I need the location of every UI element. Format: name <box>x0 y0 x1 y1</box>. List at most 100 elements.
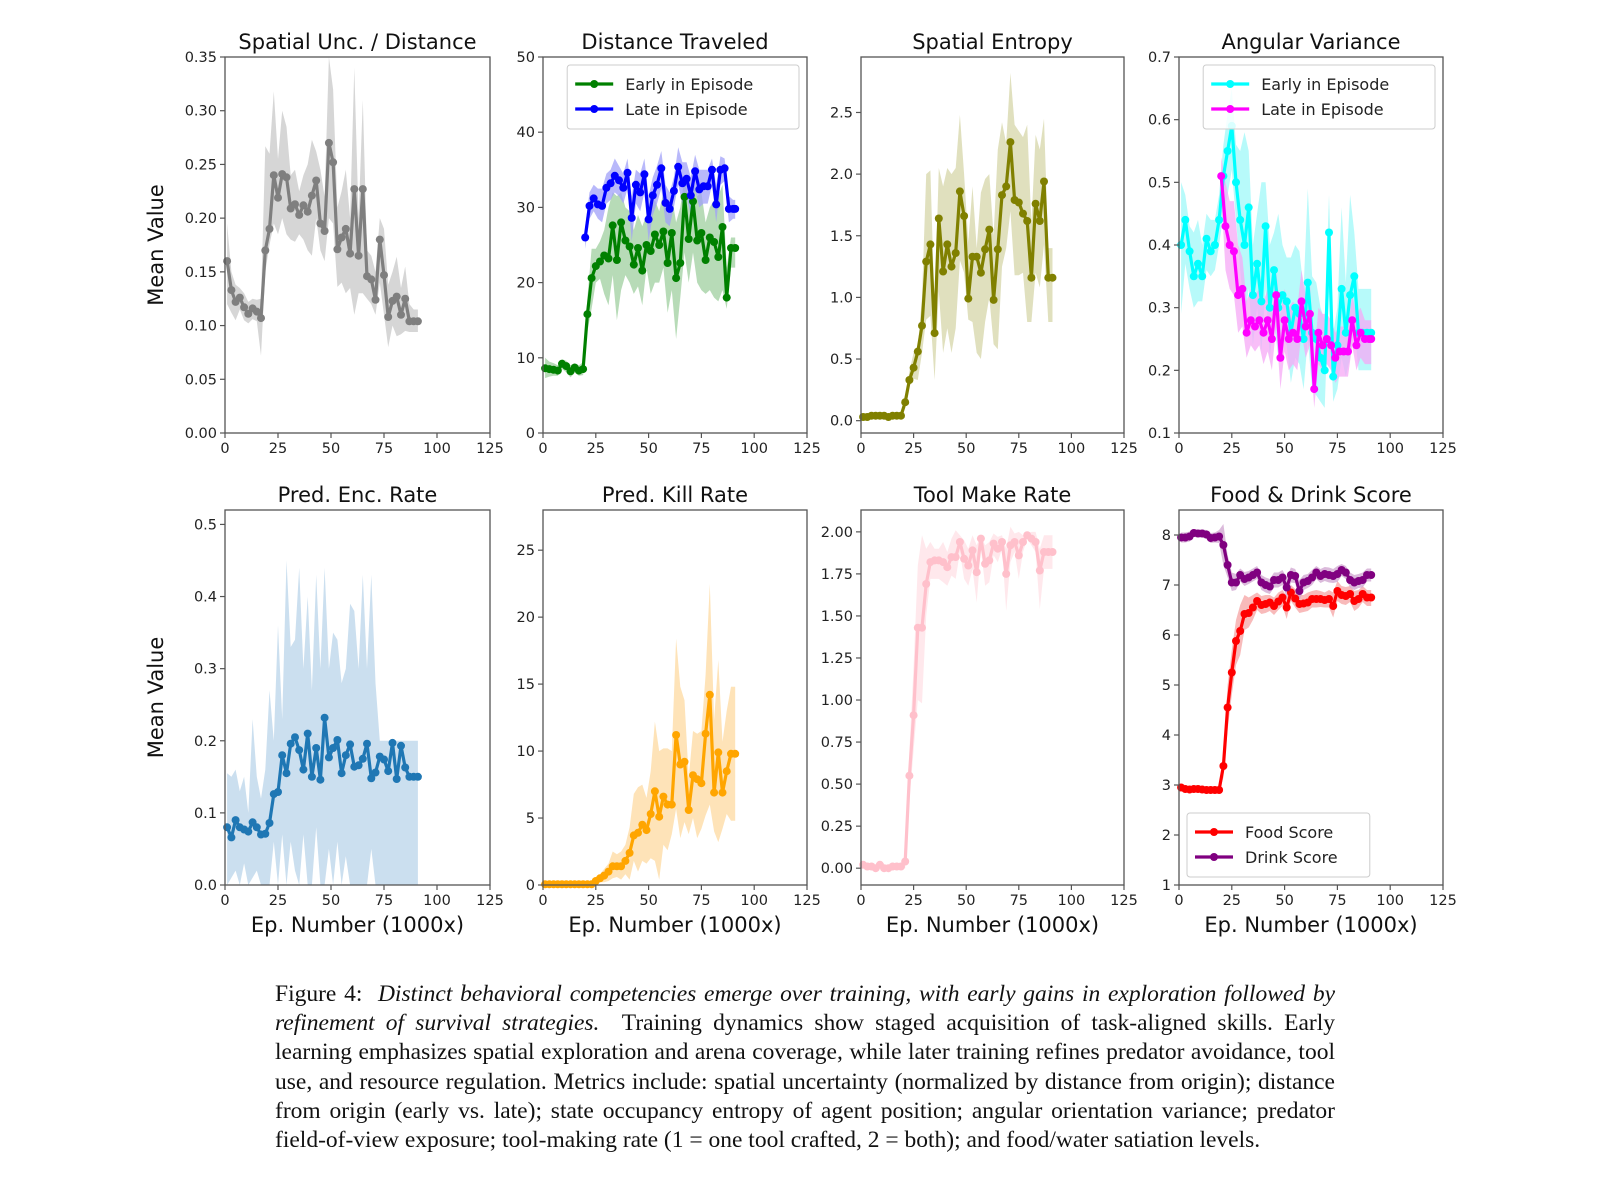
y-tick-label: 0.00 <box>185 426 217 442</box>
data-point <box>227 286 236 295</box>
data-point <box>1367 593 1376 602</box>
data-point <box>1282 583 1291 592</box>
data-point <box>329 158 338 167</box>
series-line-pred-kill-rate <box>541 690 740 889</box>
data-point <box>589 194 598 203</box>
data-point <box>598 201 607 210</box>
legend-swatch-marker <box>590 80 599 88</box>
data-point <box>1265 303 1274 312</box>
y-tick-label: 1 <box>1162 878 1171 894</box>
series-line-early-in-episode <box>541 192 740 376</box>
data-point <box>274 193 282 202</box>
data-point <box>1225 241 1234 249</box>
y-tick-label: 0 <box>526 878 535 894</box>
data-point <box>392 775 401 783</box>
data-point <box>1278 593 1287 602</box>
y-tick-label: 0.4 <box>194 590 217 606</box>
y-tick-label: 0.25 <box>185 157 217 173</box>
series-tool-make-rate <box>863 526 1053 872</box>
series-line-spatial-entropy <box>859 138 1057 421</box>
data-point <box>1223 561 1232 569</box>
data-point <box>303 729 312 738</box>
x-tick-label: 100 <box>1058 441 1086 457</box>
data-point <box>354 761 363 770</box>
x-tick-label: 25 <box>587 893 605 909</box>
data-point <box>1223 147 1232 155</box>
data-point <box>1329 372 1338 381</box>
data-point <box>697 229 706 237</box>
figure-label: Figure 4: <box>275 981 363 1007</box>
data-point <box>918 623 926 632</box>
data-point <box>1341 328 1350 337</box>
chart-title: Angular Variance <box>1221 30 1400 54</box>
data-point <box>642 826 651 835</box>
data-point <box>1337 284 1346 293</box>
series-line-food-score <box>1177 587 1376 794</box>
x-tick-label: 75 <box>1010 441 1028 457</box>
data-point <box>553 366 562 375</box>
data-point <box>634 244 642 252</box>
x-tick-label: 50 <box>322 893 340 909</box>
x-tick-label: 0 <box>1174 441 1183 457</box>
data-point <box>731 749 740 758</box>
data-point <box>619 183 628 192</box>
x-tick-label: 0 <box>1174 893 1183 909</box>
y-tick-label: 0.1 <box>194 806 217 822</box>
data-point <box>1282 603 1291 612</box>
x-tick-label: 75 <box>375 893 393 909</box>
legend-swatch-marker <box>1226 105 1235 113</box>
x-tick-label: 125 <box>793 441 821 457</box>
data-point <box>682 174 691 183</box>
data-point <box>1259 328 1268 337</box>
legend-item: Late in Episode <box>1211 100 1384 119</box>
data-point <box>278 751 287 760</box>
data-point <box>1248 603 1257 612</box>
data-point <box>1027 273 1036 282</box>
axes-frame <box>224 509 491 886</box>
data-point <box>655 241 664 249</box>
data-point <box>265 224 274 233</box>
data-point <box>934 214 943 223</box>
data-point <box>1333 341 1342 350</box>
data-point <box>1289 328 1297 337</box>
data-point <box>316 219 325 228</box>
axes-frame <box>860 56 1125 434</box>
x-tick-label: 25 <box>1223 893 1241 909</box>
data-point <box>1316 353 1325 362</box>
data-point <box>1367 335 1376 343</box>
data-point <box>244 827 253 836</box>
data-point <box>413 772 422 781</box>
y-tick-label: 2.5 <box>830 105 853 121</box>
data-point <box>341 224 350 233</box>
y-tick-label: 8 <box>1162 528 1171 544</box>
data-point <box>583 310 592 319</box>
data-point <box>307 191 316 200</box>
data-point <box>667 800 676 809</box>
y-tick-label: 1.00 <box>821 693 853 709</box>
data-point <box>1240 241 1249 249</box>
data-point <box>1238 284 1247 293</box>
data-point <box>1350 272 1359 281</box>
data-point <box>667 229 676 237</box>
data-point <box>680 757 689 766</box>
axes-frame <box>1178 509 1444 886</box>
data-point <box>684 235 693 243</box>
data-point <box>650 787 659 796</box>
data-point <box>955 538 964 546</box>
x-tick-label: 125 <box>1110 441 1138 457</box>
legend: Early in Episode Late in Episode <box>566 64 800 130</box>
data-point <box>1267 335 1276 343</box>
data-point <box>708 165 716 174</box>
data-point <box>684 806 693 814</box>
data-point <box>286 739 295 748</box>
data-point <box>638 266 647 275</box>
data-point <box>346 740 355 749</box>
data-point <box>642 241 651 249</box>
figure-caption: Figure 4: Distinct behavioral competenci… <box>275 980 1335 1155</box>
data-point <box>714 748 723 757</box>
data-point <box>905 771 914 780</box>
data-point <box>1010 538 1019 546</box>
data-point <box>397 310 405 319</box>
data-point <box>1246 316 1255 325</box>
y-tick-label: 6 <box>1162 628 1171 644</box>
